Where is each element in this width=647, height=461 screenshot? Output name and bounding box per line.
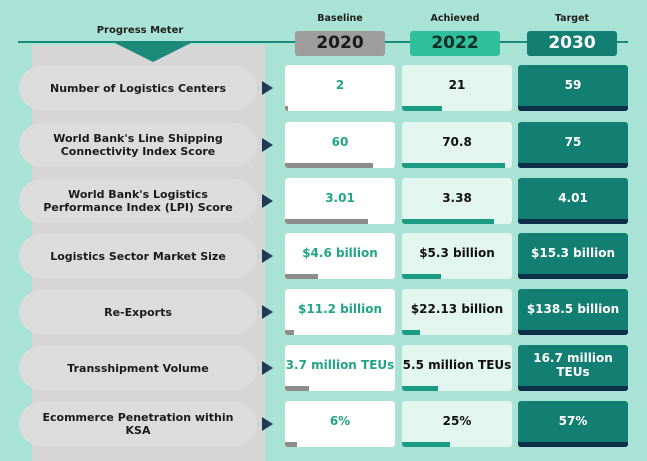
achieved-value-cell: 25% xyxy=(402,401,512,447)
achieved-value-cell: 3.38 xyxy=(402,178,512,224)
achieved-value-cell: 5.5 million TEUs xyxy=(402,345,512,391)
metric-label: Transshipment Volume xyxy=(19,346,257,390)
baseline-value-cell: 3.01 xyxy=(285,178,395,224)
target-progress-bar xyxy=(518,386,628,391)
achieved-value-cell: 21 xyxy=(402,65,512,111)
achieved-progress-bar xyxy=(402,106,442,111)
achieved-value: 3.38 xyxy=(442,191,472,205)
target-progress-bar xyxy=(518,163,628,168)
baseline-progress-bar xyxy=(285,163,373,168)
baseline-value: $11.2 billion xyxy=(298,302,382,316)
row-arrow-icon xyxy=(262,194,273,208)
achieved-progress-bar xyxy=(402,442,451,447)
year-badge-target: 2030 xyxy=(527,31,617,56)
achieved-value: 5.5 million TEUs xyxy=(402,358,512,372)
metric-label: Number of Logistics Centers xyxy=(19,66,257,110)
baseline-value-cell: 6% xyxy=(285,401,395,447)
row-arrow-icon xyxy=(262,361,273,375)
baseline-value: 6% xyxy=(329,414,351,428)
target-value-cell: 75 xyxy=(518,122,628,168)
achieved-value: 21 xyxy=(448,78,466,92)
target-value: 59 xyxy=(564,78,582,92)
baseline-value: 3.01 xyxy=(325,191,355,205)
year-badge-achieved: 2022 xyxy=(410,31,500,56)
metric-label: World Bank's Line Shipping Connectivity … xyxy=(19,123,257,167)
baseline-value-cell: $4.6 billion xyxy=(285,233,395,279)
achieved-value-cell: 70.8 xyxy=(402,122,512,168)
header-pointer xyxy=(115,43,191,62)
row-arrow-icon xyxy=(262,417,273,431)
target-progress-bar xyxy=(518,274,628,279)
baseline-value-cell: 2 xyxy=(285,65,395,111)
target-value-cell: $15.3 billion xyxy=(518,233,628,279)
achieved-progress-bar xyxy=(402,386,439,391)
achieved-value: $5.3 billion xyxy=(419,246,495,260)
baseline-value-cell: 60 xyxy=(285,122,395,168)
baseline-progress-bar xyxy=(285,386,310,391)
baseline-value: 60 xyxy=(331,135,349,149)
target-value-cell: 16.7 million TEUs xyxy=(518,345,628,391)
row-arrow-icon xyxy=(262,249,273,263)
achieved-value-cell: $5.3 billion xyxy=(402,233,512,279)
target-value: 75 xyxy=(564,135,582,149)
achieved-value-cell: $22.13 billion xyxy=(402,289,512,335)
baseline-value: 2 xyxy=(335,78,345,92)
baseline-progress-bar xyxy=(285,442,298,447)
achieved-progress-bar xyxy=(402,330,420,335)
row-arrow-icon xyxy=(262,81,273,95)
achieved-progress-bar xyxy=(402,219,495,224)
metric-label: Ecommerce Penetration within KSA xyxy=(19,402,257,446)
target-value-cell: $138.5 billion xyxy=(518,289,628,335)
row-arrow-icon xyxy=(262,138,273,152)
target-value-cell: 57% xyxy=(518,401,628,447)
target-value: 57% xyxy=(558,414,588,428)
metric-label: World Bank's Logistics Performance Index… xyxy=(19,179,257,223)
year-badge-baseline: 2020 xyxy=(295,31,385,56)
target-progress-bar xyxy=(518,442,628,447)
achieved-value: $22.13 billion xyxy=(410,302,504,316)
baseline-progress-bar xyxy=(285,274,318,279)
achieved-value: 70.8 xyxy=(442,135,472,149)
target-value: $15.3 billion xyxy=(531,246,615,260)
column-label-baseline: Baseline xyxy=(317,13,363,24)
baseline-progress-bar xyxy=(285,219,368,224)
achieved-progress-bar xyxy=(402,274,441,279)
row-arrow-icon xyxy=(262,305,273,319)
target-value: $138.5 billion xyxy=(526,302,620,316)
metric-label: Logistics Sector Market Size xyxy=(19,234,257,278)
baseline-value: 3.7 million TEUs xyxy=(285,358,395,372)
target-value: 16.7 million TEUs xyxy=(533,351,613,379)
target-progress-bar xyxy=(518,330,628,335)
target-value-cell: 59 xyxy=(518,65,628,111)
metric-label: Re-Exports xyxy=(19,290,257,334)
achieved-value: 25% xyxy=(442,414,472,428)
baseline-value: $4.6 billion xyxy=(302,246,378,260)
target-progress-bar xyxy=(518,219,628,224)
target-value: 4.01 xyxy=(558,191,588,205)
baseline-value-cell: 3.7 million TEUs xyxy=(285,345,395,391)
column-label-achieved: Achieved xyxy=(430,13,480,24)
target-progress-bar xyxy=(518,106,628,111)
progress-meter-title: Progress Meter xyxy=(96,25,184,36)
column-label-target: Target xyxy=(554,13,590,24)
baseline-value-cell: $11.2 billion xyxy=(285,289,395,335)
achieved-progress-bar xyxy=(402,163,506,168)
baseline-progress-bar xyxy=(285,106,289,111)
target-value-cell: 4.01 xyxy=(518,178,628,224)
baseline-progress-bar xyxy=(285,330,294,335)
